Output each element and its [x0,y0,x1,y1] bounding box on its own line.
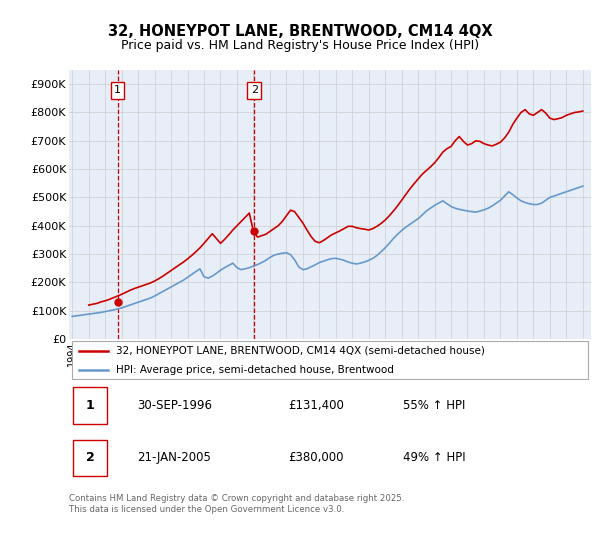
Text: 2: 2 [86,451,94,464]
Text: 2: 2 [251,85,258,95]
Text: Price paid vs. HM Land Registry's House Price Index (HPI): Price paid vs. HM Land Registry's House … [121,39,479,52]
Text: 30-SEP-1996: 30-SEP-1996 [137,399,212,412]
Text: HPI: Average price, semi-detached house, Brentwood: HPI: Average price, semi-detached house,… [116,365,394,375]
Text: 49% ↑ HPI: 49% ↑ HPI [403,451,466,464]
FancyBboxPatch shape [71,340,589,379]
Text: 21-JAN-2005: 21-JAN-2005 [137,451,211,464]
Text: 55% ↑ HPI: 55% ↑ HPI [403,399,466,412]
Text: £380,000: £380,000 [288,451,344,464]
Text: 32, HONEYPOT LANE, BRENTWOOD, CM14 4QX: 32, HONEYPOT LANE, BRENTWOOD, CM14 4QX [107,24,493,39]
Text: 1: 1 [114,85,121,95]
Text: £131,400: £131,400 [288,399,344,412]
FancyBboxPatch shape [73,440,107,476]
FancyBboxPatch shape [73,388,107,424]
Text: Contains HM Land Registry data © Crown copyright and database right 2025.
This d: Contains HM Land Registry data © Crown c… [69,494,404,514]
Text: 1: 1 [86,399,94,412]
Text: 32, HONEYPOT LANE, BRENTWOOD, CM14 4QX (semi-detached house): 32, HONEYPOT LANE, BRENTWOOD, CM14 4QX (… [116,346,485,356]
